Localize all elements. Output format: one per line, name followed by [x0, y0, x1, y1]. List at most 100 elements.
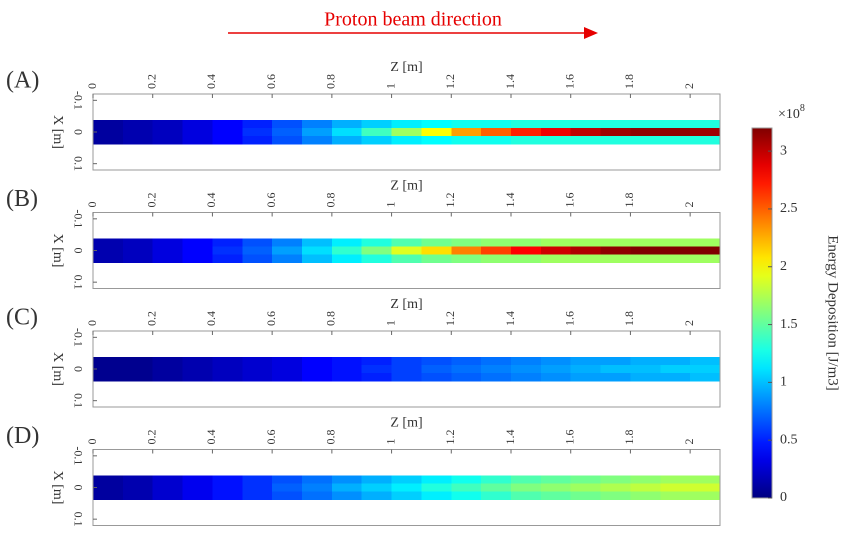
heatmap-cell [331, 128, 363, 137]
heatmap-cell [511, 475, 542, 485]
heatmap-cell [660, 475, 691, 485]
heatmap-cell [272, 357, 303, 366]
colorbar-tick-label: 0 [780, 490, 787, 505]
x-axis-label: Z [m] [390, 297, 422, 312]
heatmap-cell [511, 372, 542, 382]
heatmap-cell [570, 372, 602, 382]
heatmap-cell [630, 238, 661, 248]
heatmap-cell [242, 357, 273, 366]
x-tick-label: 0.6 [264, 193, 278, 208]
heatmap-cell [660, 246, 691, 256]
heatmap-cell [600, 128, 632, 137]
heatmap-cell [182, 491, 214, 500]
y-tick-label: 0 [71, 485, 85, 491]
heatmap-cell [481, 365, 512, 374]
heatmap-cell [93, 475, 124, 485]
heatmap-cell [331, 135, 363, 145]
colorbar-tick-label: 2 [780, 259, 787, 274]
y-tick-label: 0 [71, 248, 85, 254]
x-tick-label: 1.6 [562, 193, 576, 208]
heatmap-cell [600, 365, 632, 374]
heatmap-cell [212, 357, 243, 366]
heatmap-cell [690, 365, 721, 374]
x-tick-label: 2 [682, 83, 696, 89]
heatmap-cell [451, 246, 482, 256]
panel-label: (D) [6, 423, 39, 449]
heatmap-cell [481, 238, 512, 248]
heatmap-cell [660, 135, 691, 145]
heatmap-cell [451, 120, 482, 129]
heatmap-cell [570, 238, 602, 248]
heatmap-cell [481, 483, 512, 493]
heatmap-cell [391, 483, 423, 493]
colorbar-tick-label: 3 [780, 143, 787, 158]
heatmap-cell [242, 128, 273, 137]
heatmap-cell [122, 491, 154, 500]
y-tick-label: 0.1 [71, 393, 85, 408]
y-tick-label: 0 [71, 129, 85, 135]
x-tick-label: 1 [383, 202, 397, 208]
heatmap-cell [93, 372, 124, 382]
heatmap-cell [272, 128, 303, 137]
heatmap-cell [570, 491, 602, 500]
x-tick-label: 1.4 [503, 74, 517, 89]
heatmap-cell [570, 365, 602, 374]
heatmap-cell [122, 483, 154, 493]
heatmap-cell [212, 135, 243, 145]
heatmap-cell [93, 246, 124, 256]
heatmap-cell [481, 475, 512, 485]
heatmap-cell [421, 120, 452, 129]
heatmap-cell [540, 238, 572, 248]
heatmap-cell [630, 365, 661, 374]
heatmap-cell [630, 246, 661, 256]
heatmap-cell [212, 246, 243, 256]
heatmap-cell [660, 120, 691, 129]
arrow-head [584, 27, 598, 39]
heatmap-cell [122, 365, 154, 374]
heatmap-cell [690, 254, 721, 263]
heatmap-cell [302, 135, 333, 145]
heatmap-cell [600, 135, 632, 145]
x-tick-label: 1.2 [443, 430, 457, 445]
heatmap-cell [421, 357, 452, 366]
heatmap-cell [511, 246, 542, 256]
heatmap-cell [540, 135, 572, 145]
colorbar-label: Energy Deposition [J/m3] [825, 235, 841, 391]
x-tick-label: 0.4 [204, 74, 218, 89]
heatmap-cell [481, 372, 512, 382]
heatmap-cell [182, 135, 214, 145]
x-axis-label: Z [m] [390, 416, 422, 431]
x-tick-label: 0.2 [144, 74, 158, 89]
heatmap-cell [481, 128, 512, 137]
heatmap-cell [451, 365, 482, 374]
heatmap-cell [212, 238, 243, 248]
heatmap-cell [421, 128, 452, 137]
heatmap-cell [331, 357, 363, 366]
heatmap-cell [242, 135, 273, 145]
heatmap-cell [302, 254, 333, 263]
heatmap-cell [690, 372, 721, 382]
heatmap-cell [600, 246, 632, 256]
heatmap-cell [540, 365, 572, 374]
heatmap-cell [690, 246, 721, 256]
heatmap-cell [660, 238, 691, 248]
heatmap-cell [630, 254, 661, 263]
heatmap-cell [182, 372, 214, 382]
heatmap-cell [122, 357, 154, 366]
x-tick-label: 1 [383, 320, 397, 326]
heatmap-cell [540, 254, 572, 263]
heatmap-cell [331, 238, 363, 248]
heatmap-cell [421, 491, 452, 500]
heatmap-cell [152, 357, 184, 366]
x-tick-label: 1 [383, 83, 397, 89]
heatmap-cell [93, 357, 124, 366]
heatmap-cell [212, 254, 243, 263]
heatmap-cell [212, 365, 243, 374]
heatmap-cell [122, 238, 154, 248]
heatmap-cell [152, 120, 184, 129]
heatmap-cell [511, 128, 542, 137]
heatmap-cell [481, 491, 512, 500]
heatmap-cell [570, 483, 602, 493]
heatmap-cell [302, 483, 333, 493]
x-tick-label: 0 [85, 83, 99, 89]
